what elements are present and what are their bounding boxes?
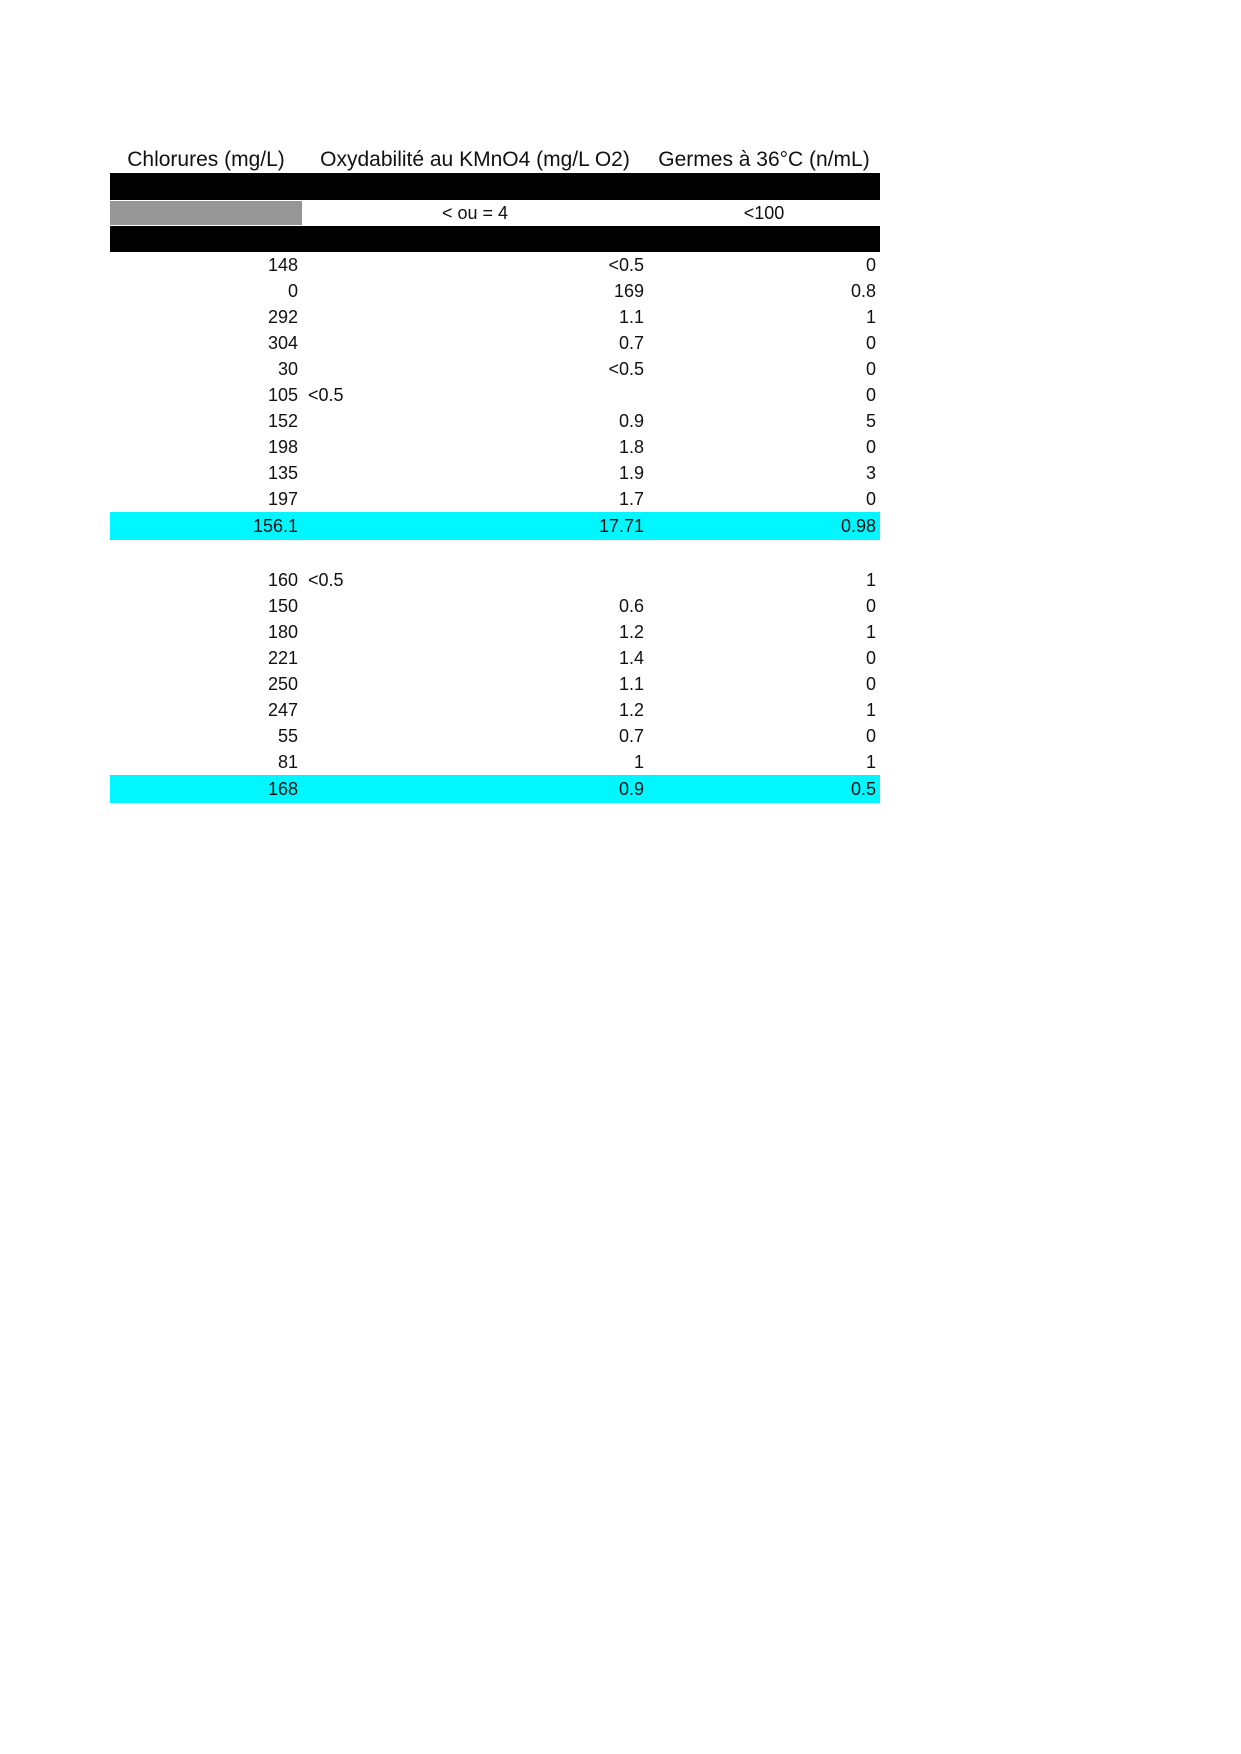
water-quality-table: Chlorures (mg/L) Oxydabilité au KMnO4 (m… (110, 146, 880, 803)
table-row: 160 <0.5 1 (110, 567, 880, 593)
germes-cell: 0.8 (850, 281, 876, 301)
gray-cell (110, 201, 302, 225)
chlorures-cell: 304 (267, 333, 298, 353)
header-germes: Germes à 36°C (n/mL) (658, 148, 870, 171)
chlorures-cell: 152 (267, 411, 298, 431)
oxydabilite-cell: 1.2 (618, 700, 644, 720)
oxydabilite-cell: 0.7 (618, 726, 644, 746)
chlorures-cell: 180 (267, 622, 298, 642)
oxydabilite-cell: <0.5 (608, 359, 644, 379)
table-row: 150 0.6 0 (110, 593, 880, 619)
table-row: 105 <0.5 0 (110, 382, 880, 408)
germes-cell: 0 (865, 385, 876, 405)
chlorures-cell: 30 (277, 359, 298, 379)
summary-chlorures-cell: 168 (267, 779, 298, 799)
oxydabilite-cell: 1.7 (618, 489, 644, 509)
oxydabilite-cell: 0.9 (618, 411, 644, 431)
germes-cell: 0 (865, 489, 876, 509)
chlorures-cell: 81 (277, 752, 298, 772)
table-row: 197 1.7 0 (110, 486, 880, 512)
germes-cell: 5 (865, 411, 876, 431)
table-row: 292 1.1 1 (110, 304, 880, 330)
oxydabilite-cell: 1.2 (618, 622, 644, 642)
header-oxydabilite: Oxydabilité au KMnO4 (mg/L O2) (320, 148, 630, 171)
germes-cell: 0 (865, 674, 876, 694)
summary-oxydabilite-cell: 17.71 (598, 516, 644, 536)
germes-cell: 0 (865, 333, 876, 353)
chlorures-cell: 247 (267, 700, 298, 720)
germes-cell: 1 (865, 700, 876, 720)
table-row: 30 <0.5 0 (110, 356, 880, 382)
germes-cell: 1 (865, 307, 876, 327)
oxydabilite-cell: 1.4 (618, 648, 644, 668)
germes-cell: 3 (865, 463, 876, 483)
oxydabilite-cell: <0.5 (308, 570, 344, 590)
summary-oxydabilite-cell: 0.9 (618, 779, 644, 799)
germes-cell: 0 (865, 726, 876, 746)
oxydabilite-cell: <0.5 (308, 385, 344, 405)
table-row: 180 1.2 1 (110, 619, 880, 645)
germes-cell: 0 (865, 359, 876, 379)
germes-cell: 0 (865, 255, 876, 275)
chlorures-cell: 135 (267, 463, 298, 483)
oxydabilite-cell: 0.6 (618, 596, 644, 616)
table-row: 250 1.1 0 (110, 671, 880, 697)
germes-cell: 0 (865, 596, 876, 616)
oxydabilite-cell: 1.9 (618, 463, 644, 483)
summary-row: 168 0.9 0.5 (110, 775, 880, 803)
data-block-1: 148 <0.5 0 0 169 0.8 292 1.1 1 304 0.7 0 30 <0.5 0 105 <… (110, 252, 880, 540)
table-row: 247 1.2 1 (110, 697, 880, 723)
chlorures-cell: 198 (267, 437, 298, 457)
oxydabilite-cell: 1.1 (618, 307, 644, 327)
black-bar-bottom (110, 226, 880, 252)
oxydabilite-cell: <0.5 (608, 255, 644, 275)
chlorures-cell: 148 (267, 255, 298, 275)
chlorures-cell: 0 (287, 281, 298, 301)
table-row: 55 0.7 0 (110, 723, 880, 749)
chlorures-cell: 105 (267, 385, 298, 405)
germes-cell: 0 (865, 437, 876, 457)
oxydabilite-cell: 0.7 (618, 333, 644, 353)
germes-cell: 1 (865, 570, 876, 590)
table-row: 135 1.9 3 (110, 460, 880, 486)
table-row: 81 1 1 (110, 749, 880, 775)
limit-oxydabilite: < ou = 4 (441, 203, 509, 223)
table-row: 0 169 0.8 (110, 278, 880, 304)
germes-cell: 0 (865, 648, 876, 668)
table-row: 304 0.7 0 (110, 330, 880, 356)
germes-cell: 1 (865, 622, 876, 642)
data-block-2: 160 <0.5 1 150 0.6 0 180 1.2 1 221 1.4 0 250 1.1 0 247 1… (110, 567, 880, 803)
black-bar-top (110, 173, 880, 200)
limit-germes: <100 (743, 203, 785, 223)
oxydabilite-cell: 1.8 (618, 437, 644, 457)
table-row: 152 0.9 5 (110, 408, 880, 434)
chlorures-cell: 55 (277, 726, 298, 746)
chlorures-cell: 250 (267, 674, 298, 694)
table-row: 148 <0.5 0 (110, 252, 880, 278)
table-row: 221 1.4 0 (110, 645, 880, 671)
oxydabilite-cell: 1 (633, 752, 644, 772)
oxydabilite-cell: 1.1 (618, 674, 644, 694)
limit-row: < ou = 4 <100 (110, 200, 880, 226)
germes-cell: 1 (865, 752, 876, 772)
chlorures-cell: 197 (267, 489, 298, 509)
summary-chlorures-cell: 156.1 (252, 516, 298, 536)
header-chlorures: Chlorures (mg/L) (127, 148, 285, 171)
summary-germes-cell: 0.5 (850, 779, 876, 799)
chlorures-cell: 221 (267, 648, 298, 668)
chlorures-cell: 160 (267, 570, 298, 590)
chlorures-cell: 150 (267, 596, 298, 616)
blank-row (110, 540, 880, 567)
table-row: 198 1.8 0 (110, 434, 880, 460)
table-header-row: Chlorures (mg/L) Oxydabilité au KMnO4 (m… (110, 146, 880, 173)
oxydabilite-cell: 169 (613, 281, 644, 301)
summary-row: 156.1 17.71 0.98 (110, 512, 880, 540)
chlorures-cell: 292 (267, 307, 298, 327)
summary-germes-cell: 0.98 (840, 516, 876, 536)
